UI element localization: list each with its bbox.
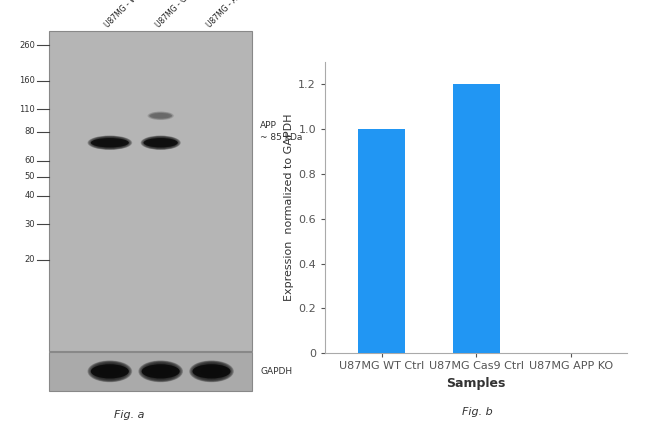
Ellipse shape <box>192 362 231 380</box>
Ellipse shape <box>193 363 229 380</box>
Text: U87MG - WT - Ctrl: U87MG - WT - Ctrl <box>103 0 159 29</box>
Ellipse shape <box>146 137 175 148</box>
Ellipse shape <box>97 139 123 147</box>
Text: 20: 20 <box>25 255 35 264</box>
Text: 160: 160 <box>20 76 35 85</box>
Ellipse shape <box>93 363 127 380</box>
Ellipse shape <box>139 361 183 382</box>
Ellipse shape <box>94 137 126 148</box>
Ellipse shape <box>88 136 132 150</box>
Ellipse shape <box>94 363 126 379</box>
Ellipse shape <box>149 112 172 119</box>
Ellipse shape <box>93 137 127 148</box>
Text: Fig. a: Fig. a <box>114 410 144 420</box>
Ellipse shape <box>151 140 170 146</box>
Ellipse shape <box>140 361 181 381</box>
Ellipse shape <box>148 138 174 148</box>
Ellipse shape <box>92 137 128 149</box>
Ellipse shape <box>201 366 222 377</box>
Text: 260: 260 <box>20 41 35 50</box>
Ellipse shape <box>141 362 181 381</box>
Ellipse shape <box>142 136 179 149</box>
Ellipse shape <box>144 363 178 380</box>
Ellipse shape <box>151 113 170 119</box>
Ellipse shape <box>97 365 123 378</box>
Text: APP
~ 85 kDa: APP ~ 85 kDa <box>261 121 303 143</box>
Ellipse shape <box>142 136 180 149</box>
Ellipse shape <box>138 360 183 382</box>
Bar <box>49 31 252 351</box>
Ellipse shape <box>150 366 172 377</box>
Bar <box>49 351 252 391</box>
Ellipse shape <box>91 138 129 147</box>
Ellipse shape <box>142 362 179 380</box>
Ellipse shape <box>141 136 180 150</box>
Ellipse shape <box>144 137 177 149</box>
Ellipse shape <box>89 361 131 381</box>
Ellipse shape <box>145 137 176 148</box>
Ellipse shape <box>92 363 128 380</box>
Ellipse shape <box>99 366 120 377</box>
Ellipse shape <box>142 364 179 378</box>
Ellipse shape <box>91 362 129 380</box>
Ellipse shape <box>190 361 233 382</box>
Text: GAPDH: GAPDH <box>261 367 292 376</box>
Ellipse shape <box>198 365 225 378</box>
Text: 110: 110 <box>20 105 35 114</box>
Ellipse shape <box>140 136 181 150</box>
Ellipse shape <box>150 113 171 119</box>
X-axis label: Samples: Samples <box>447 377 506 390</box>
Text: 50: 50 <box>25 172 35 181</box>
Ellipse shape <box>149 139 172 147</box>
Text: U87MG - APP - KO: U87MG - APP - KO <box>205 0 259 29</box>
Bar <box>452 84 500 353</box>
Text: Fig. b: Fig. b <box>462 407 493 417</box>
Ellipse shape <box>99 140 120 146</box>
Ellipse shape <box>196 363 228 379</box>
Ellipse shape <box>189 360 234 382</box>
Ellipse shape <box>194 363 229 380</box>
Text: U87MG - Cas9 - Ctrl: U87MG - Cas9 - Ctrl <box>154 0 214 29</box>
Ellipse shape <box>89 136 131 149</box>
Ellipse shape <box>143 137 179 149</box>
Ellipse shape <box>144 363 177 379</box>
Ellipse shape <box>148 365 174 378</box>
Ellipse shape <box>88 361 131 382</box>
Ellipse shape <box>88 360 132 382</box>
Text: 40: 40 <box>25 191 35 200</box>
Ellipse shape <box>197 364 226 378</box>
Text: 80: 80 <box>25 127 35 136</box>
Ellipse shape <box>192 364 231 378</box>
Text: 30: 30 <box>25 220 35 229</box>
Ellipse shape <box>148 112 174 120</box>
Ellipse shape <box>88 136 132 150</box>
Ellipse shape <box>88 361 132 382</box>
Ellipse shape <box>91 364 129 378</box>
Ellipse shape <box>146 364 176 378</box>
Ellipse shape <box>190 361 233 382</box>
Ellipse shape <box>148 112 173 120</box>
Ellipse shape <box>140 361 182 382</box>
Ellipse shape <box>150 112 172 119</box>
Text: 60: 60 <box>25 156 35 165</box>
Ellipse shape <box>148 111 174 120</box>
Ellipse shape <box>144 138 178 147</box>
Ellipse shape <box>142 363 179 380</box>
Ellipse shape <box>144 137 178 149</box>
Ellipse shape <box>90 362 129 381</box>
Y-axis label: Expression  normalized to GAPDH: Expression normalized to GAPDH <box>284 114 294 301</box>
Ellipse shape <box>191 361 232 381</box>
Ellipse shape <box>95 364 125 378</box>
Ellipse shape <box>148 112 174 120</box>
Ellipse shape <box>192 362 231 381</box>
Ellipse shape <box>95 138 125 148</box>
Ellipse shape <box>150 113 172 119</box>
Ellipse shape <box>150 112 172 119</box>
Bar <box>358 129 406 353</box>
Ellipse shape <box>88 136 131 149</box>
Ellipse shape <box>91 137 129 149</box>
Ellipse shape <box>90 137 129 149</box>
